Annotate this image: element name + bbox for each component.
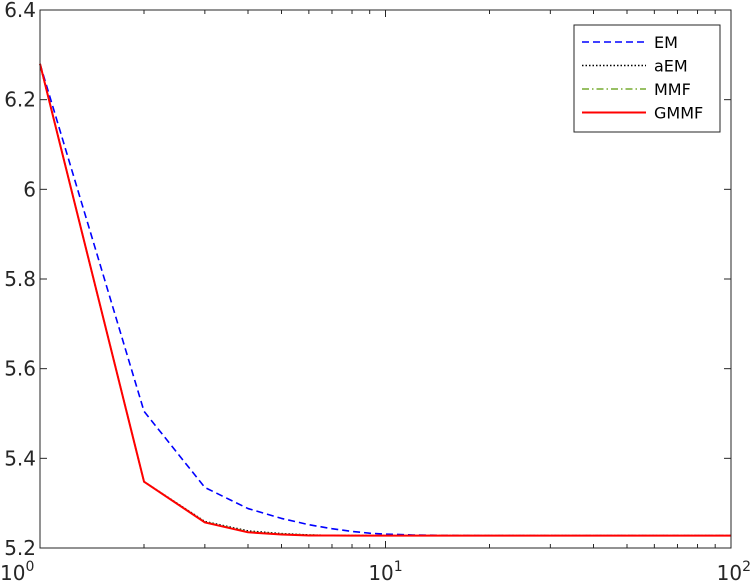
y-tick-label: 5.6 <box>4 357 36 381</box>
series-line-mmf <box>39 63 731 537</box>
y-tick-label: 5.2 <box>4 536 36 560</box>
legend-label-mmf: MMF <box>654 80 691 99</box>
legend-label-gmmf: GMMF <box>654 104 703 123</box>
y-tick-label: 5.4 <box>4 446 36 470</box>
series-line-gmmf <box>39 63 731 537</box>
legend-box <box>573 24 721 133</box>
x-tick-label: 102 <box>717 559 751 585</box>
y-tick-label: 6.2 <box>4 88 36 112</box>
x-tick-label: 100 <box>0 559 34 585</box>
x-tick-label: 101 <box>368 559 402 585</box>
series-line-em <box>39 63 731 537</box>
y-tick-label: 5.8 <box>4 267 36 291</box>
legend-label-aem: aEM <box>654 57 688 76</box>
legend-label-em: EM <box>654 33 678 52</box>
series-line-aem <box>39 63 731 537</box>
legend: EM aEM MMF GMMF <box>573 24 721 133</box>
series-layer <box>39 63 731 537</box>
y-tick-label: 6.4 <box>4 0 36 22</box>
y-tick-label: 6 <box>23 177 36 201</box>
